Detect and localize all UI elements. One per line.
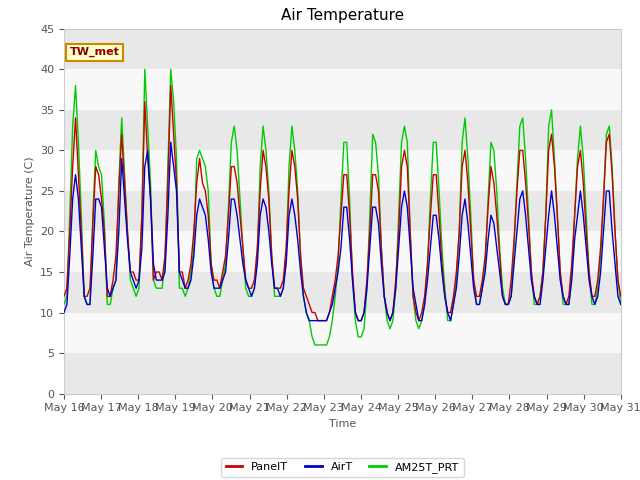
Title: Air Temperature: Air Temperature: [281, 9, 404, 24]
Bar: [64, 231, 621, 272]
Bar: [64, 272, 621, 312]
Y-axis label: Air Temperature (C): Air Temperature (C): [24, 156, 35, 266]
Bar: [64, 191, 621, 231]
Legend: PanelT, AirT, AM25T_PRT: PanelT, AirT, AM25T_PRT: [221, 457, 463, 477]
Bar: [64, 312, 621, 353]
Bar: [64, 69, 621, 110]
Bar: [64, 150, 621, 191]
Bar: [64, 110, 621, 150]
Bar: [64, 29, 621, 69]
Bar: [64, 353, 621, 394]
Text: TW_met: TW_met: [70, 47, 120, 57]
X-axis label: Time: Time: [329, 419, 356, 429]
